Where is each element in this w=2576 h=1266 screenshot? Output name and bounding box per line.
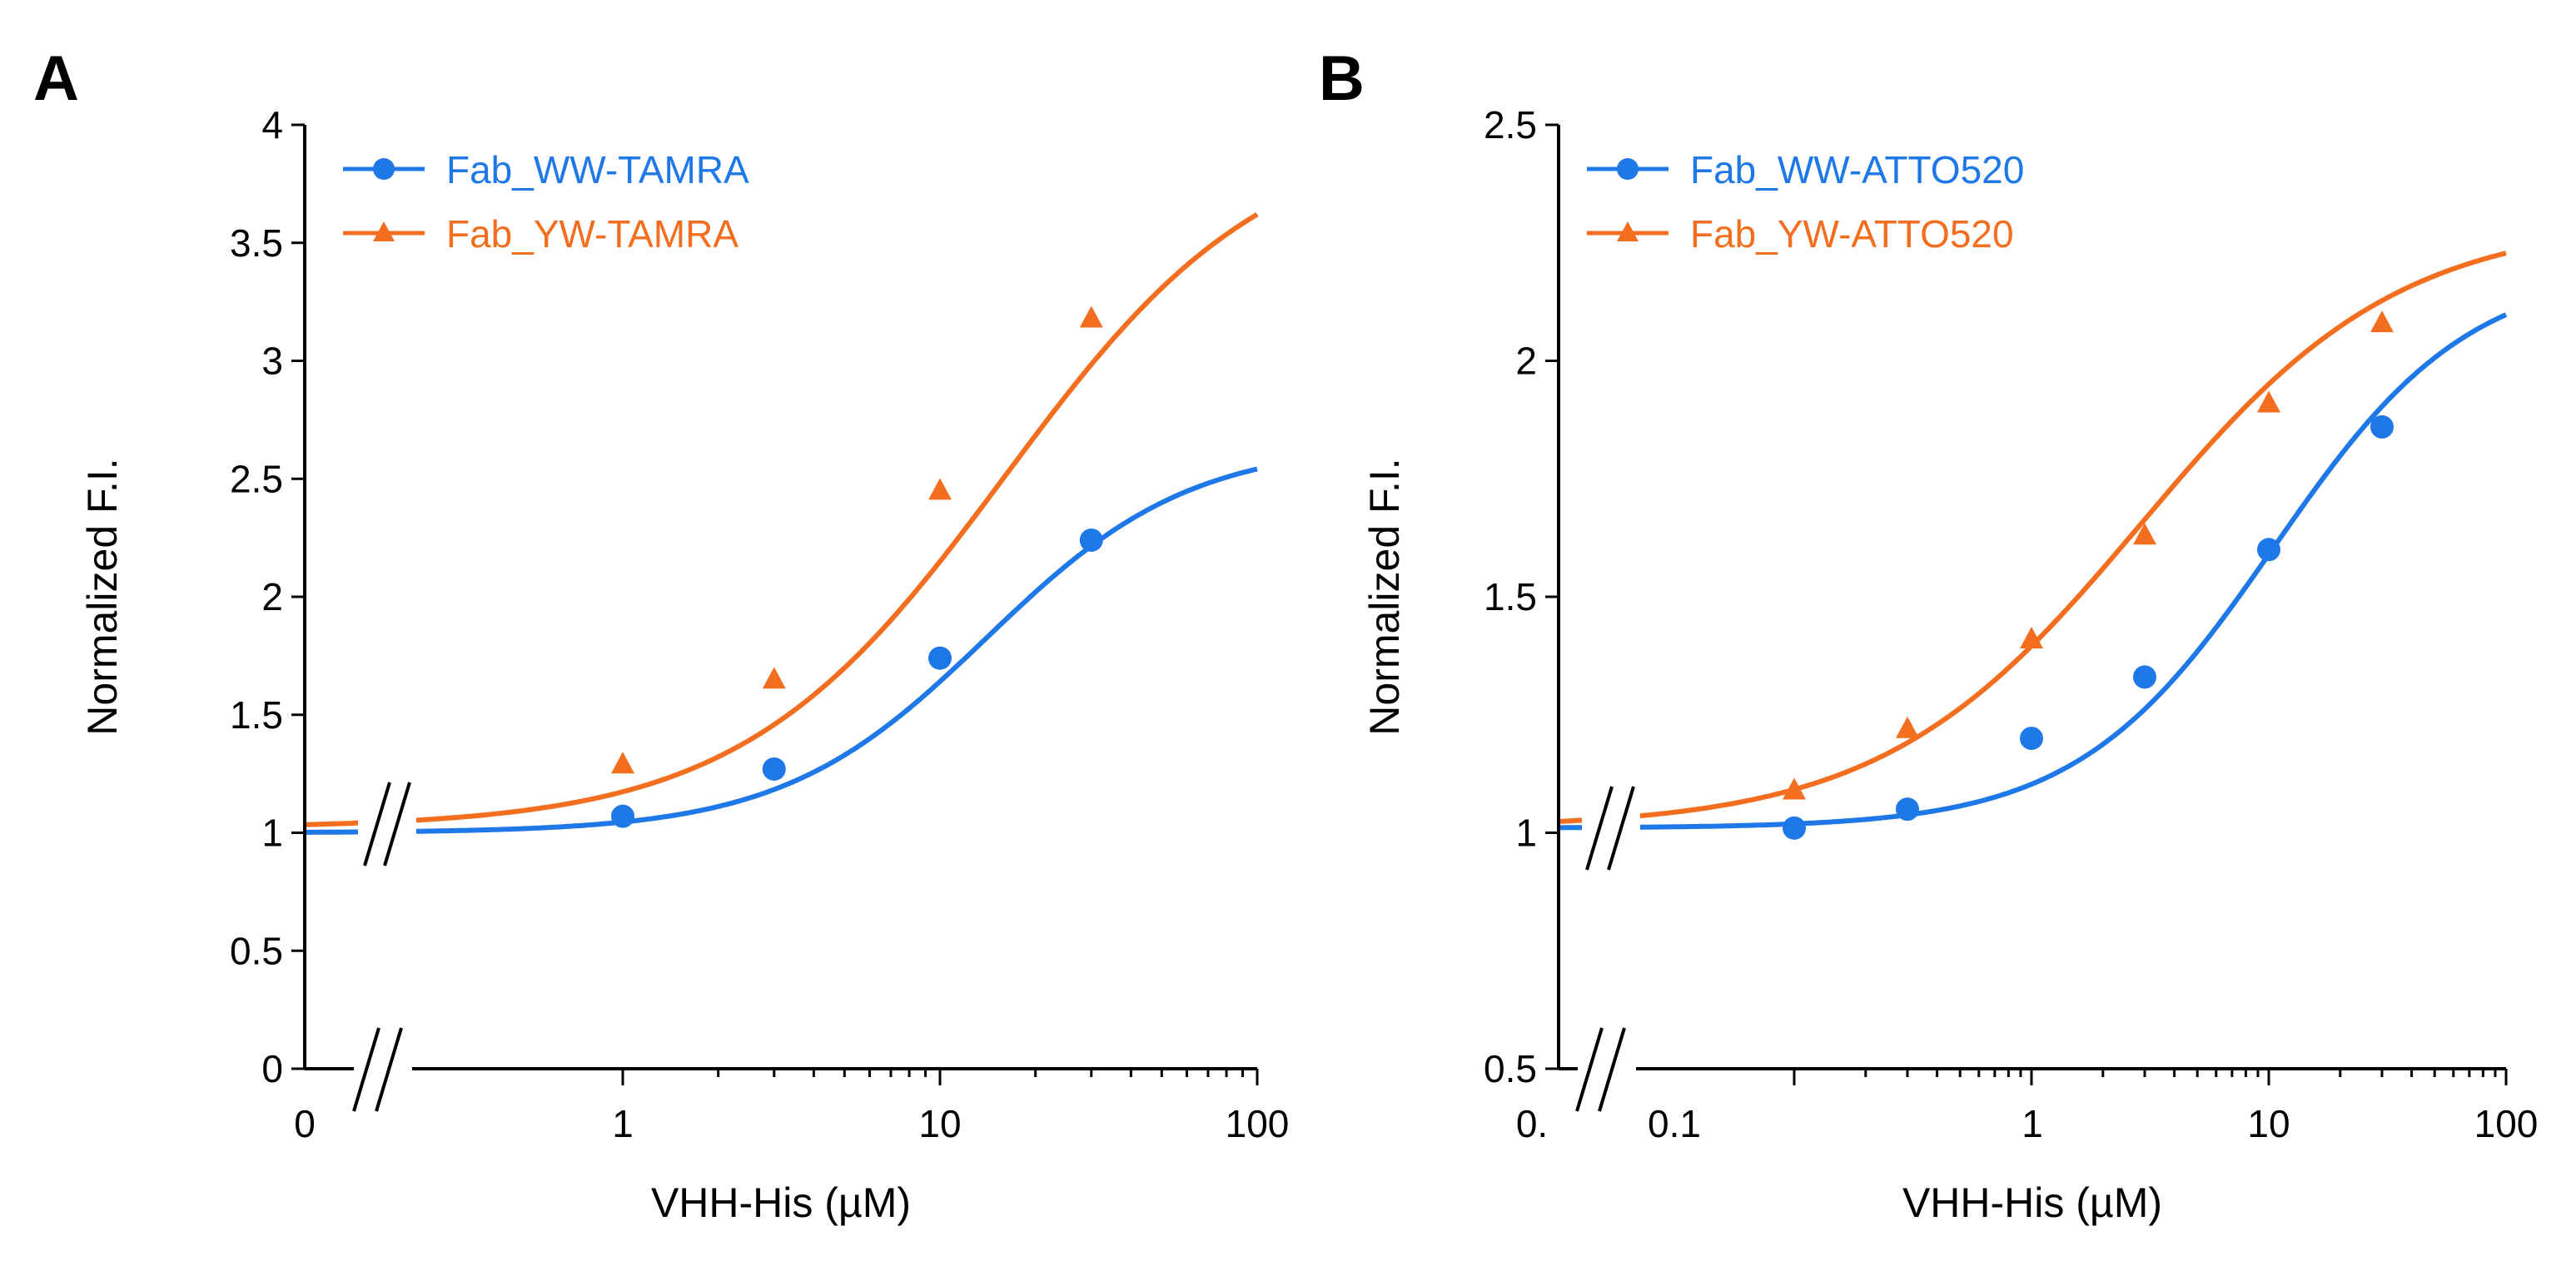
panel-b-point-1: [2257, 538, 2280, 562]
panel-b-legend-label-2: Fab_YW-ATTO520: [1690, 212, 2014, 256]
panel-a-point-2: [611, 752, 634, 774]
panel-a-x-tick-label: 10: [918, 1102, 961, 1145]
panel-b-legend-label-1: Fab_WW-ATTO520: [1690, 148, 2024, 191]
panel-a-point-2: [1079, 305, 1103, 328]
panel-b-point-2: [1895, 716, 1919, 738]
panel-b-y-tick-label: 1: [1515, 812, 1537, 855]
panel-a-legend-label-2: Fab_YW-TAMRA: [446, 212, 738, 256]
panel-b-point-1: [2020, 727, 2043, 751]
panel-a-legend-entry-2: Fab_YW-TAMRA: [343, 212, 738, 256]
panel-b-x-tick-label: 1: [2022, 1102, 2043, 1145]
panel-b-x-tick-label: 0.1: [1648, 1102, 1701, 1145]
panel-a-y-label: Normalized F.I.: [79, 458, 126, 735]
panel-b-axis-break-curve: [1582, 766, 1640, 871]
legend-circle-marker: [373, 158, 395, 180]
panel-a-point-2: [928, 478, 952, 500]
panel-a-y-tick-label: 0: [261, 1047, 283, 1090]
panel-a: A 0 0.5 1 1.5 2 2.5 3 3.5 4 0 1 10 100 VHH-His (µM)…: [33, 43, 1289, 1226]
panel-a-point-1: [762, 757, 786, 781]
panel-b-y-tick-label: 1.5: [1484, 575, 1537, 618]
panel-a-x-tick-label: 100: [1226, 1102, 1290, 1145]
panel-b-x-tick-label: 10: [2247, 1102, 2290, 1145]
panel-a-legend: Fab_WW-TAMRA Fab_YW-TAMRA: [343, 148, 749, 256]
panel-a-y-tick-label: 4: [261, 103, 283, 146]
legend-circle-marker: [1617, 158, 1639, 180]
panel-b-x-label: VHH-His (µM): [1902, 1179, 2162, 1226]
panel-a-axis-break-curve: [358, 774, 416, 866]
panel-b-y-tick-label: 2: [1515, 340, 1537, 383]
panel-b-x-tick-label: 0.: [1516, 1102, 1548, 1145]
panel-b-point-2: [2257, 390, 2280, 413]
panel-a-legend-label-1: Fab_WW-TAMRA: [446, 148, 749, 191]
panel-b-point-2: [2020, 627, 2043, 649]
legend-triangle-marker: [373, 221, 395, 241]
panel-b: B 0.5 1 1.5 2 2.5 0. 0.1 1 10 100 VHH-His (µM) N…: [1319, 43, 2538, 1226]
panel-a-legend-entry-1: Fab_WW-TAMRA: [343, 148, 749, 191]
panel-b-x-tick-label: 100: [2474, 1102, 2539, 1145]
panel-b-point-2: [2132, 523, 2156, 545]
panel-b-legend-entry-1: Fab_WW-ATTO520: [1587, 148, 2024, 191]
panel-b-axis-break-xaxis: [1575, 1027, 1636, 1112]
panel-b-legend: Fab_WW-ATTO520 Fab_YW-ATTO520: [1587, 148, 2024, 256]
panel-a-y-tick-label: 2.5: [230, 457, 283, 500]
panel-a-y-tick-label: 3.5: [230, 221, 283, 265]
legend-triangle-marker: [1617, 221, 1639, 241]
panel-a-fit-curve-2: [305, 212, 1259, 827]
panel-b-y-tick-label: 2.5: [1484, 103, 1537, 146]
panel-b-point-1: [2132, 665, 2156, 689]
panel-a-y-tick-label: 0.5: [230, 929, 283, 972]
panel-a-point-2: [762, 667, 786, 689]
panel-a-y-tick-label: 1.5: [230, 693, 283, 737]
panel-b-point-2: [1783, 777, 1806, 800]
panel-b-point-1: [1895, 797, 1919, 822]
panel-a-point-1: [928, 646, 952, 670]
panel-b-letter: B: [1319, 43, 1365, 114]
panel-a-point-1: [611, 804, 634, 828]
panel-a-x-tick-label: 1: [612, 1102, 634, 1145]
panel-b-point-2: [2370, 310, 2394, 333]
panel-b-y-label: Normalized F.I.: [1361, 458, 1408, 735]
panel-a-x-tick-label: 0: [294, 1102, 316, 1145]
panel-a-x-label: VHH-His (µM): [651, 1179, 911, 1226]
panel-b-legend-entry-2: Fab_YW-ATTO520: [1587, 212, 2014, 256]
panel-a-y-tick-label: 1: [261, 812, 283, 855]
panel-a-axis-break-xaxis: [352, 1027, 412, 1112]
panel-a-letter: A: [33, 43, 79, 114]
panel-a-y-tick-label: 2: [261, 575, 283, 618]
panel-b-point-1: [2370, 415, 2394, 439]
panel-a-y-tick-label: 3: [261, 340, 283, 383]
panel-b-point-1: [1783, 816, 1806, 840]
panel-b-fit-curve-1: [1559, 312, 2508, 831]
panel-b-y-tick-label: 0.5: [1484, 1047, 1537, 1090]
panel-a-point-1: [1079, 528, 1103, 552]
